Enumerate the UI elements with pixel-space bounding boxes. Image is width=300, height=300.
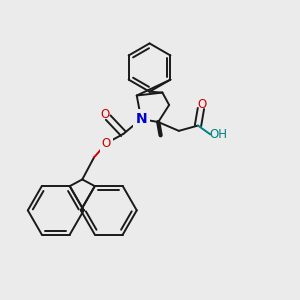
- Text: N: N: [135, 112, 147, 126]
- Text: OH: OH: [209, 128, 227, 141]
- Text: O: O: [198, 98, 207, 111]
- Text: O: O: [100, 108, 110, 121]
- Text: O: O: [102, 137, 111, 150]
